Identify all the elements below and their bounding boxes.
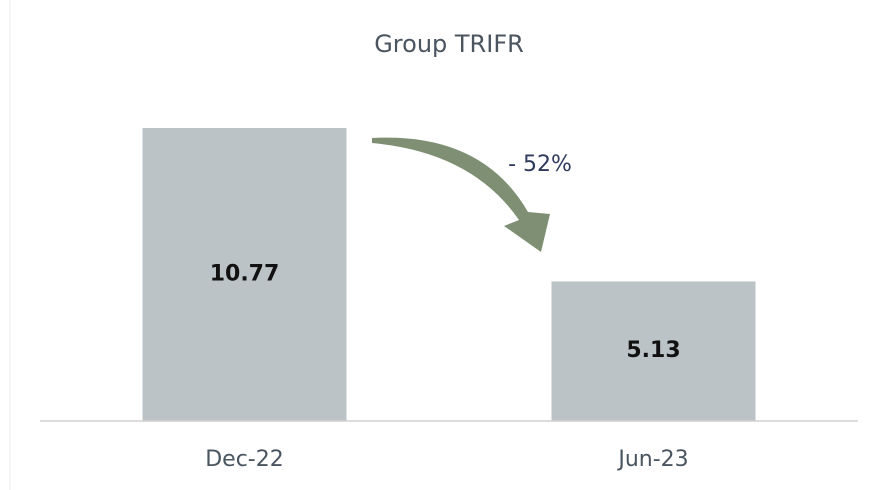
- bar: [551, 281, 756, 421]
- bar: [142, 128, 347, 421]
- x-tick-label: Jun-23: [616, 447, 688, 472]
- data-label: 10.77: [210, 262, 280, 287]
- data-label: 5.13: [626, 338, 680, 363]
- annotation: - 52%: [508, 152, 572, 177]
- x-tick-label: Dec-22: [205, 447, 284, 472]
- arrow: [372, 137, 550, 252]
- chart-title: Group TRIFR: [374, 30, 524, 58]
